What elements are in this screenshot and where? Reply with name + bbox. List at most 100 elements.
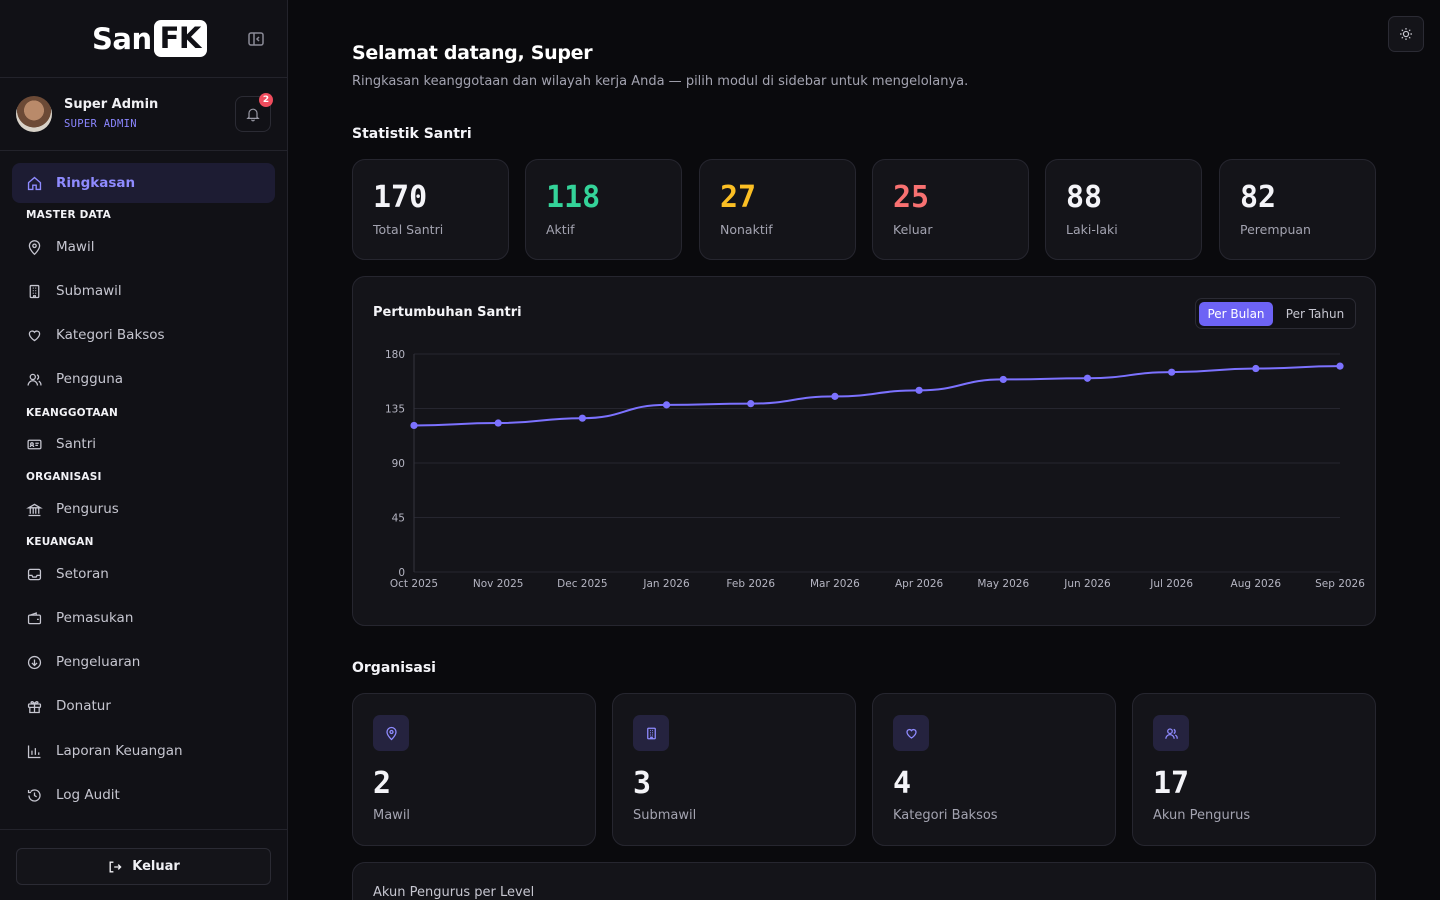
stat-card-laki-laki: 88 Laki-laki (1045, 159, 1202, 260)
y-tick-label: 180 (385, 349, 405, 361)
x-tick-label: Feb 2026 (726, 578, 775, 590)
users-icon (27, 373, 42, 386)
org-icon-box (633, 715, 669, 751)
stats-section-title: Statistik Santri (352, 126, 472, 142)
y-tick-label: 90 (392, 458, 405, 470)
bar-chart-icon (27, 745, 41, 758)
sidebar-item-label: Pengguna (56, 371, 124, 387)
brand-bar: San FK (0, 0, 287, 78)
sidebar-item-donatur[interactable]: Donatur (12, 686, 275, 726)
sun-icon (1400, 28, 1412, 40)
sidebar-collapse-icon[interactable] (246, 29, 266, 49)
data-point (915, 386, 923, 394)
sidebar-item-pemasukan[interactable]: Pemasukan (12, 598, 275, 638)
x-tick-label: Jun 2026 (1063, 578, 1111, 590)
org-icon-box (1153, 715, 1189, 751)
data-point (747, 400, 755, 408)
stat-value: 82 (1240, 180, 1277, 215)
x-tick-label: Oct 2025 (390, 578, 438, 590)
sidebar-item-label: Submawil (56, 283, 122, 299)
logout-button[interactable]: Keluar (16, 848, 271, 885)
building-icon (29, 284, 40, 298)
y-tick-label: 135 (385, 404, 405, 416)
data-point (1168, 368, 1176, 376)
x-tick-label: Nov 2025 (473, 578, 524, 590)
stat-value: 88 (1066, 180, 1103, 215)
stat-value: 118 (546, 180, 601, 215)
user-role: SUPER ADMIN (64, 118, 137, 130)
home-icon (27, 176, 42, 190)
sidebar-item-label: Kategori Baksos (56, 327, 165, 343)
org-label: Akun Pengurus (1153, 808, 1251, 823)
id-card-icon (27, 439, 42, 449)
data-point (662, 401, 671, 409)
level-chart-title: Akun Pengurus per Level (373, 885, 535, 900)
logo-mark: FK (153, 20, 207, 57)
x-tick-label: Mar 2026 (810, 578, 860, 590)
period-toggle: Per Bulan Per Tahun (1195, 298, 1356, 329)
sidebar: San FK Super Admin SUPER ADMIN 2 Ringkas… (0, 0, 288, 900)
logo[interactable]: San FK (92, 20, 207, 57)
sidebar-item-santri[interactable]: Santri (12, 424, 275, 464)
growth-line-chart: 0 45 90 135 180 Oct 2025 Nov 2025 Dec 2025 Jan 2… (385, 349, 1365, 590)
y-tick-label: 45 (392, 513, 405, 525)
nav-section-organisasi: ORGANISASI (26, 471, 102, 483)
data-point (831, 392, 839, 400)
notification-button[interactable] (235, 96, 271, 132)
sidebar-item-pengurus[interactable]: Pengurus (12, 489, 275, 529)
stat-card-perempuan: 82 Perempuan (1219, 159, 1376, 260)
x-tick-label: Apr 2026 (895, 578, 944, 590)
sidebar-item-label: Mawil (56, 239, 95, 255)
x-tick-label: Jan 2026 (642, 578, 690, 590)
sidebar-item-pengeluaran[interactable]: Pengeluaran (12, 642, 275, 682)
sidebar-item-log-audit[interactable]: Log Audit (12, 775, 275, 815)
org-value: 4 (893, 766, 912, 801)
sidebar-item-laporan-keuangan[interactable]: Laporan Keuangan (12, 731, 275, 771)
inbox-icon (27, 568, 42, 580)
data-point (1336, 362, 1344, 370)
chart-title: Pertumbuhan Santri (373, 305, 522, 320)
sidebar-item-mawil[interactable]: Mawil (12, 227, 275, 267)
data-point (1083, 374, 1092, 382)
sidebar-item-label: Setoran (56, 566, 109, 582)
stat-card-total: 170 Total Santri (352, 159, 509, 260)
toggle-per-bulan[interactable]: Per Bulan (1199, 302, 1273, 326)
sidebar-item-label: Pengeluaran (56, 654, 141, 670)
theme-toggle-button[interactable] (1388, 16, 1424, 52)
org-label: Submawil (633, 808, 697, 823)
x-tick-label: Sep 2026 (1315, 578, 1365, 590)
bell-icon (246, 108, 260, 122)
sidebar-item-ringkasan[interactable]: Ringkasan (12, 163, 275, 203)
org-section-title: Organisasi (352, 660, 436, 676)
sidebar-item-label: Donatur (56, 698, 111, 714)
org-label: Kategori Baksos (893, 808, 998, 823)
sidebar-item-kategori-baksos[interactable]: Kategori Baksos (12, 315, 275, 355)
sidebar-item-setoran[interactable]: Setoran (12, 554, 275, 594)
org-icon-box (373, 715, 409, 751)
data-point (1252, 364, 1260, 373)
stat-value: 25 (893, 180, 930, 215)
map-pin-icon (28, 239, 41, 255)
stat-label: Laki-laki (1066, 222, 1118, 237)
x-tick-label: Jul 2026 (1149, 578, 1193, 590)
sidebar-item-label: Ringkasan (56, 175, 136, 191)
sidebar-item-label: Pemasukan (56, 610, 134, 626)
logout-label: Keluar (132, 859, 180, 874)
stat-label: Aktif (546, 222, 575, 237)
user-profile: Super Admin SUPER ADMIN (0, 78, 287, 151)
sidebar-item-pengguna[interactable]: Pengguna (12, 359, 275, 399)
toggle-per-tahun[interactable]: Per Tahun (1285, 307, 1345, 321)
avatar[interactable] (16, 96, 52, 132)
notification-badge: 2 (259, 93, 273, 107)
stat-label: Perempuan (1240, 222, 1311, 237)
data-point (578, 414, 586, 422)
arrow-down-circle-icon (27, 655, 42, 669)
org-label: Mawil (373, 808, 411, 823)
building-icon (646, 727, 656, 739)
history-icon (27, 788, 41, 802)
sidebar-item-submawil[interactable]: Submawil (12, 271, 275, 311)
users-icon (1164, 727, 1178, 739)
stat-card-nonaktif: 27 Nonaktif (699, 159, 856, 260)
heart-icon (28, 329, 41, 341)
org-value: 2 (373, 766, 392, 801)
